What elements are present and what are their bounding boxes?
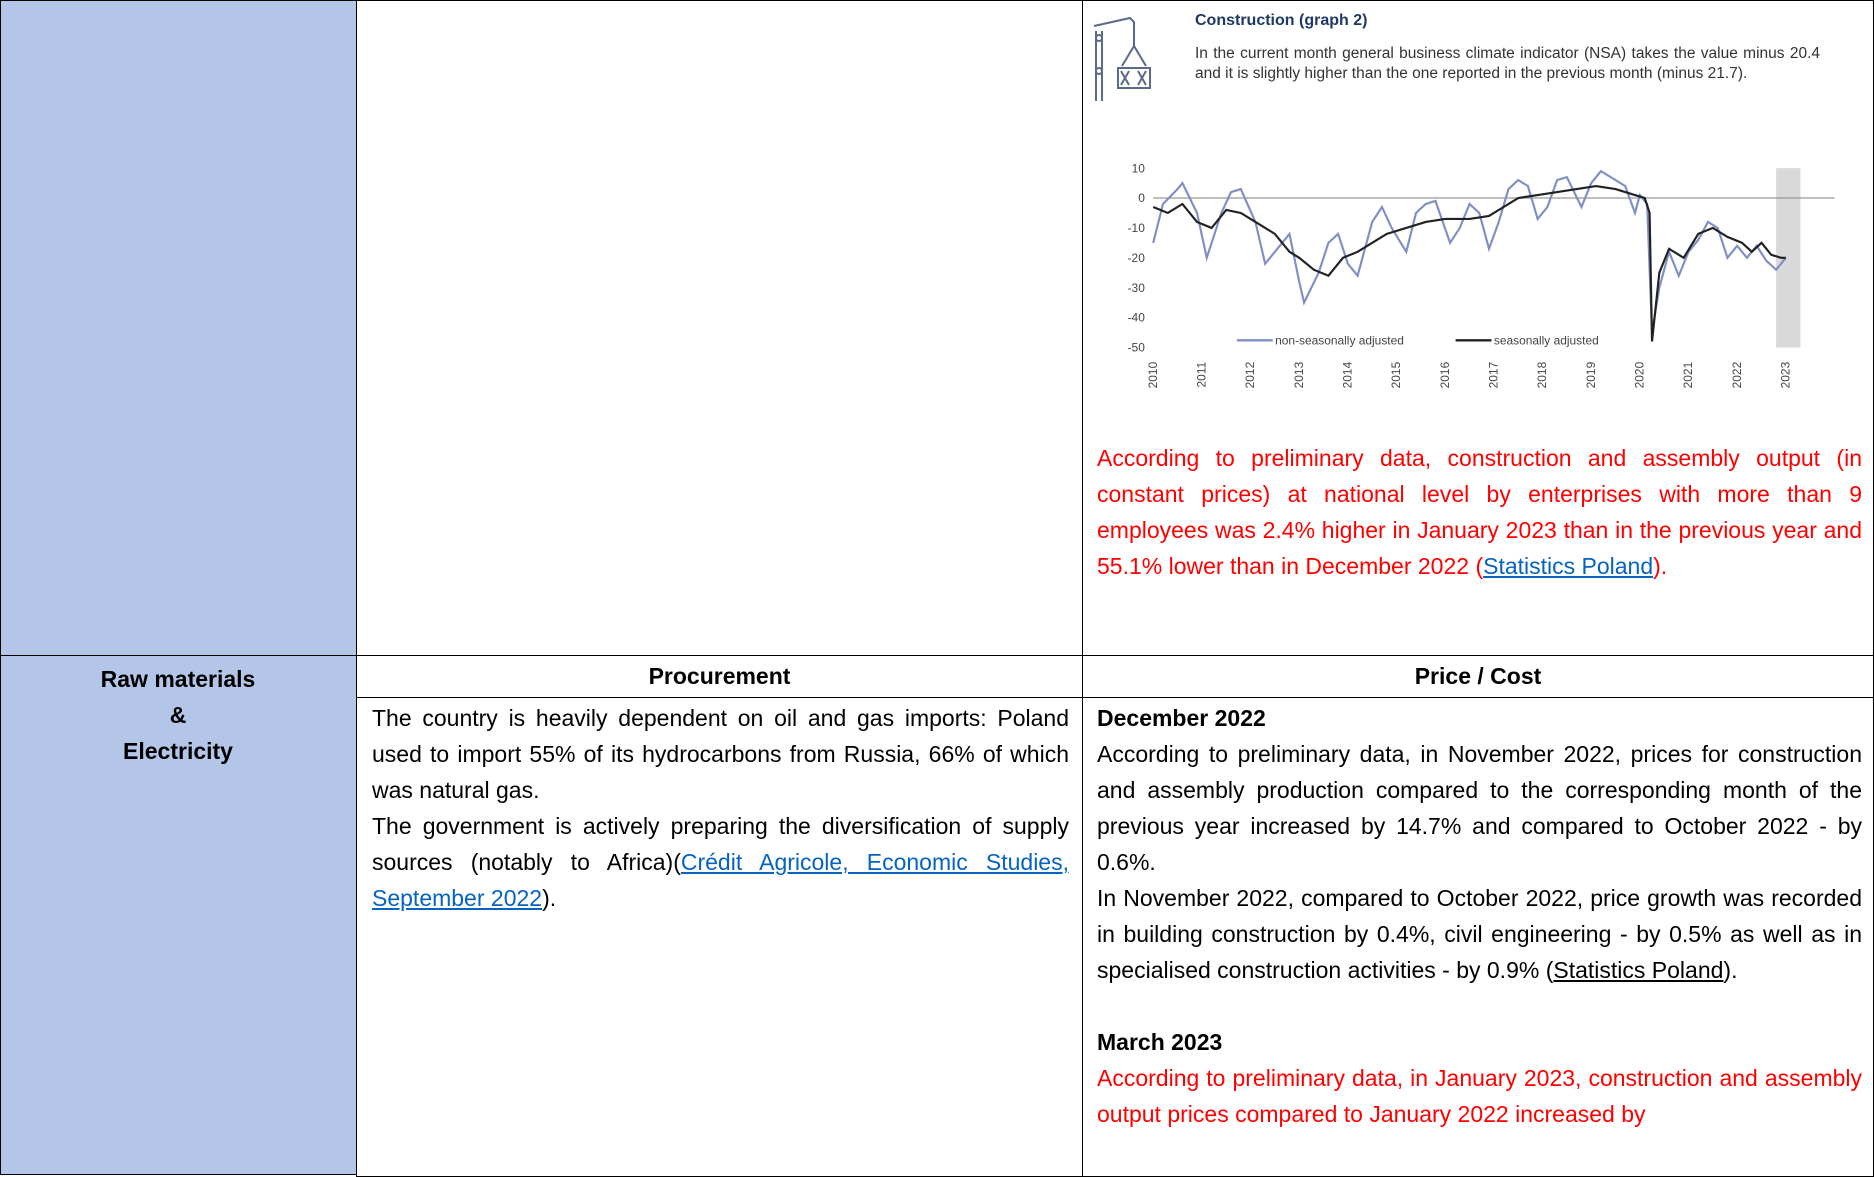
x-tick-label: 2022: [1730, 361, 1744, 388]
text: Raw materials: [100, 666, 256, 692]
paragraph: The country is heavily dependent on oil …: [372, 705, 1069, 803]
x-tick-label: 2018: [1535, 361, 1549, 388]
data-line: [1152, 169, 1787, 333]
text: &: [169, 702, 187, 728]
x-tick-label: 2021: [1681, 361, 1695, 388]
section-heading: Construction (graph 2): [1195, 12, 1368, 29]
link[interactable]: Statistics Poland: [1483, 553, 1654, 579]
paragraph: In November 2022, compared to October 20…: [1097, 880, 1862, 988]
x-tick-label: 2017: [1486, 361, 1500, 388]
x-tick-label: 2013: [1292, 361, 1306, 388]
text: ).: [542, 885, 557, 911]
heading: March 2023: [1097, 1029, 1223, 1055]
x-tick-label: 2023: [1778, 361, 1792, 388]
x-tick-label: 2019: [1584, 361, 1598, 388]
y-tick-label: -20: [1128, 251, 1146, 265]
y-tick-label: -30: [1128, 281, 1146, 295]
data-line: [1152, 184, 1786, 342]
y-tick-label: 10: [1132, 161, 1146, 175]
y-tick-label: -40: [1128, 311, 1146, 325]
paragraph: According to preliminary data, in Novemb…: [1097, 741, 1862, 875]
cell: [356, 0, 1083, 656]
y-tick-label: -10: [1128, 221, 1146, 235]
paragraph: In the current month general business cl…: [1195, 45, 1820, 82]
x-tick-label: 2016: [1438, 361, 1452, 388]
legend-label: non-seasonally adjusted: [1275, 333, 1404, 347]
link[interactable]: Statistics Poland: [1553, 957, 1724, 983]
x-tick-label: 2015: [1389, 361, 1403, 388]
crane-icon: [1093, 16, 1151, 101]
procurement-text: The country is heavily dependent on oil …: [372, 700, 1069, 916]
paragraph: According to preliminary data, in Januar…: [1097, 1065, 1862, 1127]
column-header: Procurement: [648, 663, 791, 689]
paragraph: According to preliminary data, construct…: [1097, 440, 1862, 584]
column-header: Price / Cost: [1414, 663, 1542, 689]
x-tick-label: 2011: [1194, 361, 1208, 387]
text: The government is actively preparing the…: [372, 813, 1069, 875]
x-tick-label: 2010: [1146, 361, 1160, 388]
x-tick-label: 2014: [1340, 361, 1354, 388]
text: ).: [1723, 957, 1738, 983]
x-tick-label: 2020: [1632, 361, 1646, 388]
heading: December 2022: [1097, 705, 1266, 731]
x-tick-label: 2012: [1243, 361, 1257, 388]
text: Electricity: [123, 738, 233, 764]
row-label: Raw materials & Electricity: [0, 661, 356, 769]
legend-label: seasonally adjusted: [1494, 333, 1599, 347]
link[interactable]: Crédit Agricole, Economic Studies, Septe…: [372, 849, 1069, 911]
y-tick-label: -50: [1128, 341, 1146, 355]
spacer: [1097, 988, 1862, 1024]
text: According to preliminary data, construct…: [1097, 445, 1862, 579]
text: In November 2022, compared to October 20…: [1097, 885, 1862, 983]
y-tick-label: 0: [1138, 191, 1145, 205]
text: ).: [1653, 553, 1668, 579]
paragraph: The government is actively preparing the…: [372, 808, 1069, 916]
label-cell: [0, 0, 357, 656]
price-text: December 2022 According to preliminary d…: [1097, 700, 1862, 1163]
